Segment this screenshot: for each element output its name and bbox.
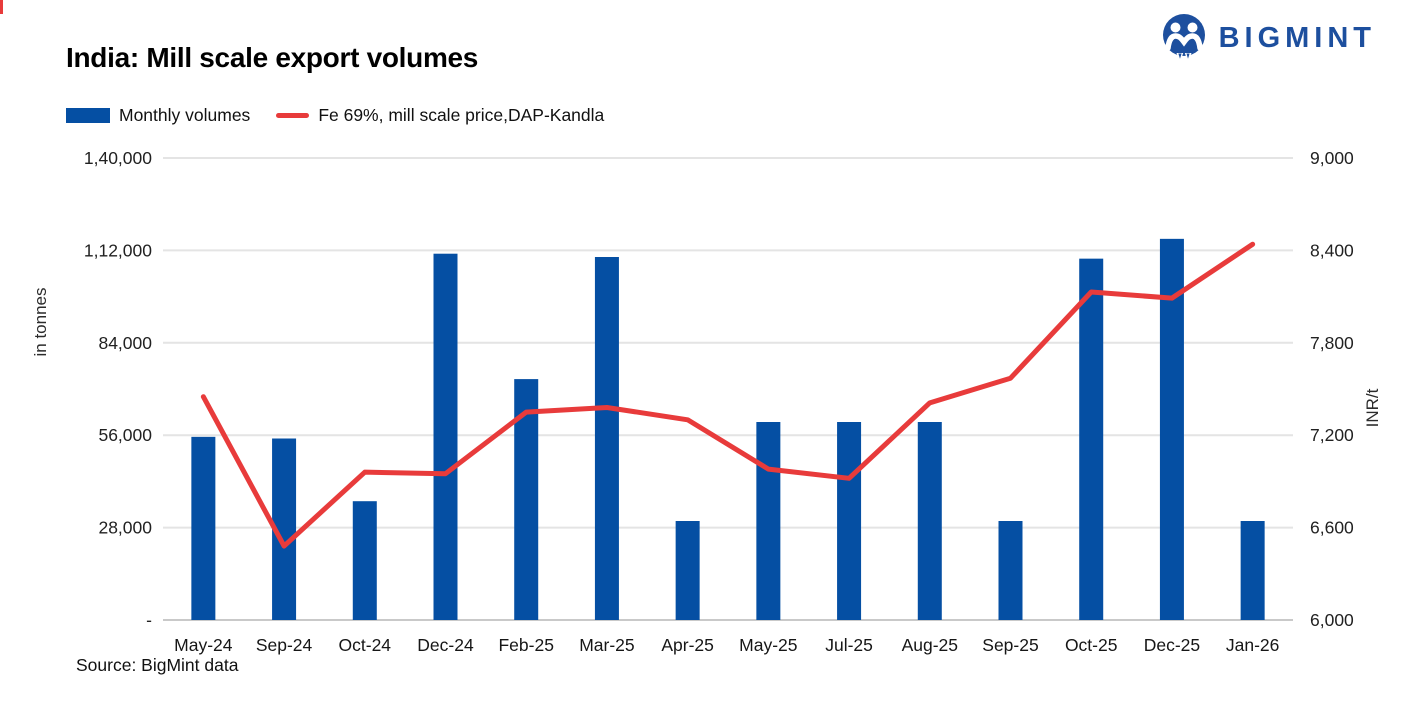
y-axis-right-tick-label: 8,400 <box>1310 240 1354 260</box>
x-axis-tick-label: Jul-25 <box>825 635 873 655</box>
x-axis-tick-label: May-25 <box>739 635 797 655</box>
x-axis-tick-label: Dec-24 <box>417 635 474 655</box>
y-axis-left-tick-label: - <box>146 610 152 630</box>
y-axis-left-tick-label: 1,12,000 <box>84 240 152 260</box>
x-axis-tick-label: Jan-26 <box>1226 635 1280 655</box>
chart-legend: Monthly volumes Fe 69%, mill scale price… <box>66 105 604 126</box>
x-axis-tick-label: Dec-25 <box>1144 635 1200 655</box>
y-axis-right-tick-label: 7,800 <box>1310 333 1354 353</box>
x-axis-tick-label: Apr-25 <box>661 635 714 655</box>
y-axis-left-tick-label: 1,40,000 <box>84 148 152 168</box>
source-note: Source: BigMint data <box>76 655 239 675</box>
bigmint-logo-text: BIGMINT <box>1218 21 1376 54</box>
x-axis-tick-label: Sep-25 <box>982 635 1038 655</box>
x-axis-tick-label: Sep-24 <box>256 635 313 655</box>
y-axis-right-tick-label: 6,600 <box>1310 518 1354 538</box>
volume-bar <box>433 253 458 620</box>
left-axis-title: in tonnes <box>31 288 50 357</box>
volume-bar <box>594 257 619 620</box>
volume-bar <box>1240 521 1265 620</box>
volume-bar <box>756 422 781 620</box>
x-axis-tick-label: Feb-25 <box>498 635 553 655</box>
legend-label-price: Fe 69%, mill scale price,DAP-Kandla <box>318 105 605 125</box>
volume-bar <box>837 422 862 620</box>
x-axis-tick-label: Mar-25 <box>579 635 634 655</box>
legend-item-price: Fe 69%, mill scale price,DAP-Kandla <box>276 105 604 126</box>
line-series-swatch <box>276 113 310 118</box>
price-line <box>200 241 1256 549</box>
y-axis-left-tick-label: 84,000 <box>98 333 152 353</box>
x-axis-tick-label: Aug-25 <box>902 635 958 655</box>
red-corner-mark <box>0 0 3 14</box>
y-axis-right-tick-label: 6,000 <box>1310 610 1354 630</box>
y-axis-left-tick-label: 56,000 <box>98 425 152 445</box>
volume-bar <box>352 501 377 620</box>
right-axis-title: INR/t <box>1363 388 1382 427</box>
x-axis-tick-label: May-24 <box>174 635 233 655</box>
x-axis-tick-label: Oct-24 <box>339 635 392 655</box>
volume-bar <box>917 422 942 620</box>
legend-item-monthly-volumes: Monthly volumes <box>66 105 250 126</box>
legend-label-monthly-volumes: Monthly volumes <box>119 105 251 125</box>
volume-bar <box>1159 238 1184 620</box>
volume-bar <box>675 521 700 620</box>
chart-title: India: Mill scale export volumes <box>66 42 479 73</box>
bigmint-logo: BIGMINT <box>1160 13 1376 63</box>
bar-series-swatch <box>66 108 110 123</box>
bigmint-logo-icon <box>1162 14 1205 62</box>
x-axis-tick-label: Oct-25 <box>1065 635 1118 655</box>
y-axis-right-tick-label: 9,000 <box>1310 148 1354 168</box>
volume-bar <box>1079 258 1104 620</box>
volume-bar <box>998 521 1023 620</box>
y-axis-left-tick-label: 28,000 <box>98 518 152 538</box>
volume-bar <box>191 436 216 620</box>
y-axis-right-tick-label: 7,200 <box>1310 425 1354 445</box>
